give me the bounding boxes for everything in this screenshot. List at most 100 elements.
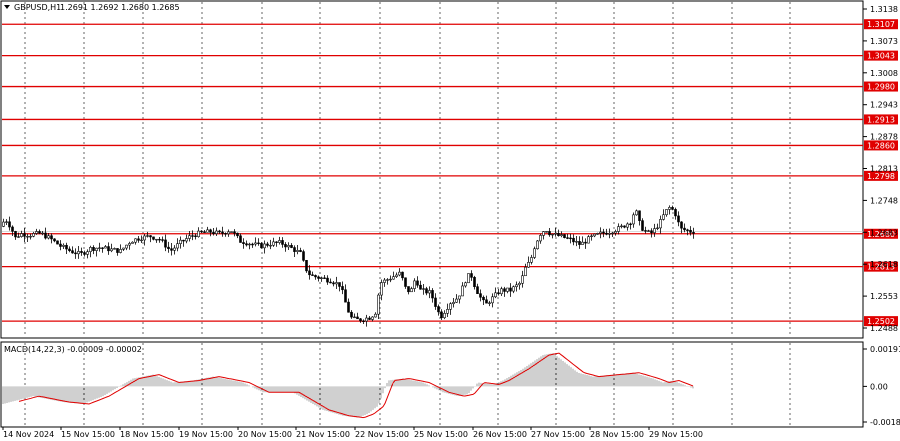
candle-body: [590, 235, 593, 238]
candle-body: [41, 232, 44, 235]
level-price-tag: [864, 19, 898, 30]
candle-body: [14, 231, 17, 238]
candle-body: [548, 231, 551, 236]
candle-body: [296, 250, 299, 252]
candle-body: [362, 320, 365, 323]
candle-body: [629, 223, 632, 226]
candle-body: [425, 288, 428, 294]
candle-body: [83, 252, 86, 255]
candle-body: [560, 234, 563, 237]
candle-body: [227, 231, 230, 235]
candle-body: [572, 237, 575, 243]
price-tick-label: 1.2618: [870, 260, 898, 269]
candle-body: [158, 238, 161, 241]
candle-body: [245, 243, 248, 246]
time-tick-label: 20 Nov 15:00: [238, 430, 292, 439]
candle-body: [191, 235, 194, 237]
candle-body: [356, 316, 359, 320]
candle-body: [452, 301, 455, 305]
candle-body: [509, 287, 512, 292]
candle-body: [542, 231, 545, 236]
candle-body: [686, 229, 689, 231]
candle-body: [146, 235, 149, 237]
level-price-label: 1.2502: [867, 317, 895, 326]
candle-body: [401, 271, 404, 279]
candle-body: [383, 279, 386, 283]
candle-body: [326, 277, 329, 283]
candle-body: [203, 231, 206, 233]
level-price-tag: [864, 170, 898, 181]
candle-body: [239, 235, 242, 243]
candle-body: [77, 251, 80, 255]
candle-body: [626, 223, 629, 228]
candle-body: [323, 277, 326, 279]
candle-body: [350, 311, 353, 318]
candle-body: [485, 299, 488, 304]
candle-body: [317, 276, 320, 279]
candle-body: [440, 311, 443, 319]
candle-body: [59, 243, 62, 247]
candle-body: [173, 247, 176, 251]
candle-body: [398, 271, 401, 276]
candle-body: [236, 232, 239, 237]
candle-body: [197, 230, 200, 238]
candle-body: [65, 244, 68, 250]
candle-body: [512, 286, 515, 292]
candle-body: [116, 248, 119, 253]
candle-body: [599, 231, 602, 234]
candle-body: [8, 221, 11, 228]
level-price-tag: [864, 114, 898, 125]
candle-body: [62, 244, 65, 247]
symbol-menu-triangle-icon[interactable]: [4, 5, 10, 9]
candle-body: [302, 251, 305, 261]
candle-body: [377, 294, 380, 315]
candle-body: [563, 234, 566, 238]
price-tick-label: 1.2943: [870, 101, 898, 110]
candle-body: [353, 316, 356, 319]
macd-tick-label: 0.00191: [870, 345, 900, 354]
time-tick-label: 27 Nov 15:00: [531, 430, 585, 439]
candle-body: [281, 240, 284, 245]
candle-body: [269, 244, 272, 247]
level-price-label: 1.2860: [867, 141, 895, 150]
candle-body: [539, 235, 542, 242]
level-price-tag: [864, 50, 898, 61]
candle-body: [533, 248, 536, 258]
level-price-tag: [864, 81, 898, 92]
candle-body: [308, 270, 311, 276]
candle-body: [113, 248, 116, 250]
candle-body: [374, 313, 377, 318]
price-tick-label: 1.2553: [870, 292, 898, 301]
candle-body: [659, 219, 662, 229]
candle-body: [266, 243, 269, 246]
candle-body: [164, 239, 167, 248]
candle-body: [680, 221, 683, 229]
candle-body: [47, 235, 50, 239]
candle-body: [107, 246, 110, 252]
candle-body: [614, 231, 617, 234]
level-price-tag: [864, 228, 898, 239]
candle-body: [431, 290, 434, 299]
candle-body: [284, 244, 287, 248]
candle-body: [242, 242, 245, 244]
candle-body: [215, 230, 218, 235]
price-tick-label: 1.2748: [870, 196, 898, 205]
candle-body: [230, 231, 233, 233]
candle-body: [488, 302, 491, 304]
candle-body: [518, 282, 521, 286]
candle-body: [416, 280, 419, 286]
candle-body: [2, 221, 5, 227]
candle-body: [257, 242, 260, 245]
candle-body: [305, 260, 308, 272]
candle-body: [233, 231, 236, 234]
candle-body: [677, 215, 680, 223]
level-price-label: 1.3043: [867, 52, 895, 61]
candle-body: [344, 289, 347, 303]
candle-body: [554, 233, 557, 235]
time-tick-label: 28 Nov 15:00: [590, 430, 644, 439]
candle-body: [587, 236, 590, 244]
level-price-tag: [864, 140, 898, 151]
candle-body: [161, 239, 164, 241]
candle-body: [152, 236, 155, 240]
